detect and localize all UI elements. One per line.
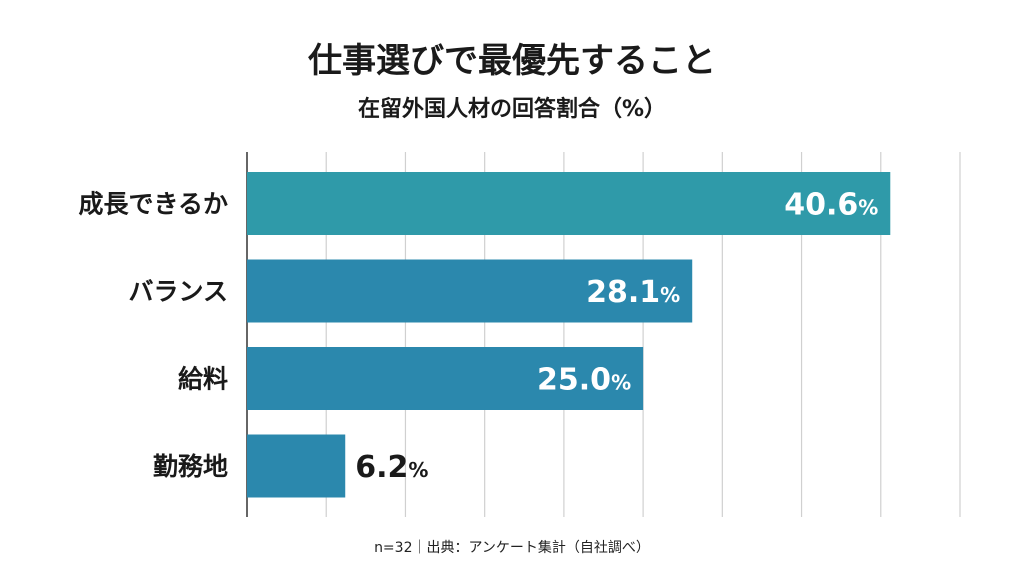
bar bbox=[247, 434, 346, 498]
category-label: 給料 bbox=[178, 365, 228, 394]
chart-subtitle: 在留外国人材の回答割合（%） bbox=[358, 96, 666, 122]
category-label: 勤務地 bbox=[153, 452, 228, 481]
bar bbox=[247, 172, 891, 235]
data-label: 28.1% bbox=[586, 275, 680, 310]
footnote: n=32｜出典：アンケート集計（自社調べ） bbox=[374, 539, 650, 556]
data-label: 40.6% bbox=[784, 188, 878, 223]
category-label: バランス bbox=[128, 277, 228, 306]
data-label: 6.2% bbox=[355, 450, 428, 485]
bar bbox=[247, 259, 693, 323]
bars: 成長できるか 40.6% バランス 28.1% 給料 25.0% 勤務地 6.2% bbox=[78, 172, 891, 498]
category-label: 成長できるか bbox=[78, 190, 228, 219]
chart-title: 仕事選びで最優先すること bbox=[308, 41, 716, 81]
data-label: 25.0% bbox=[537, 363, 631, 398]
bar bbox=[247, 347, 644, 410]
